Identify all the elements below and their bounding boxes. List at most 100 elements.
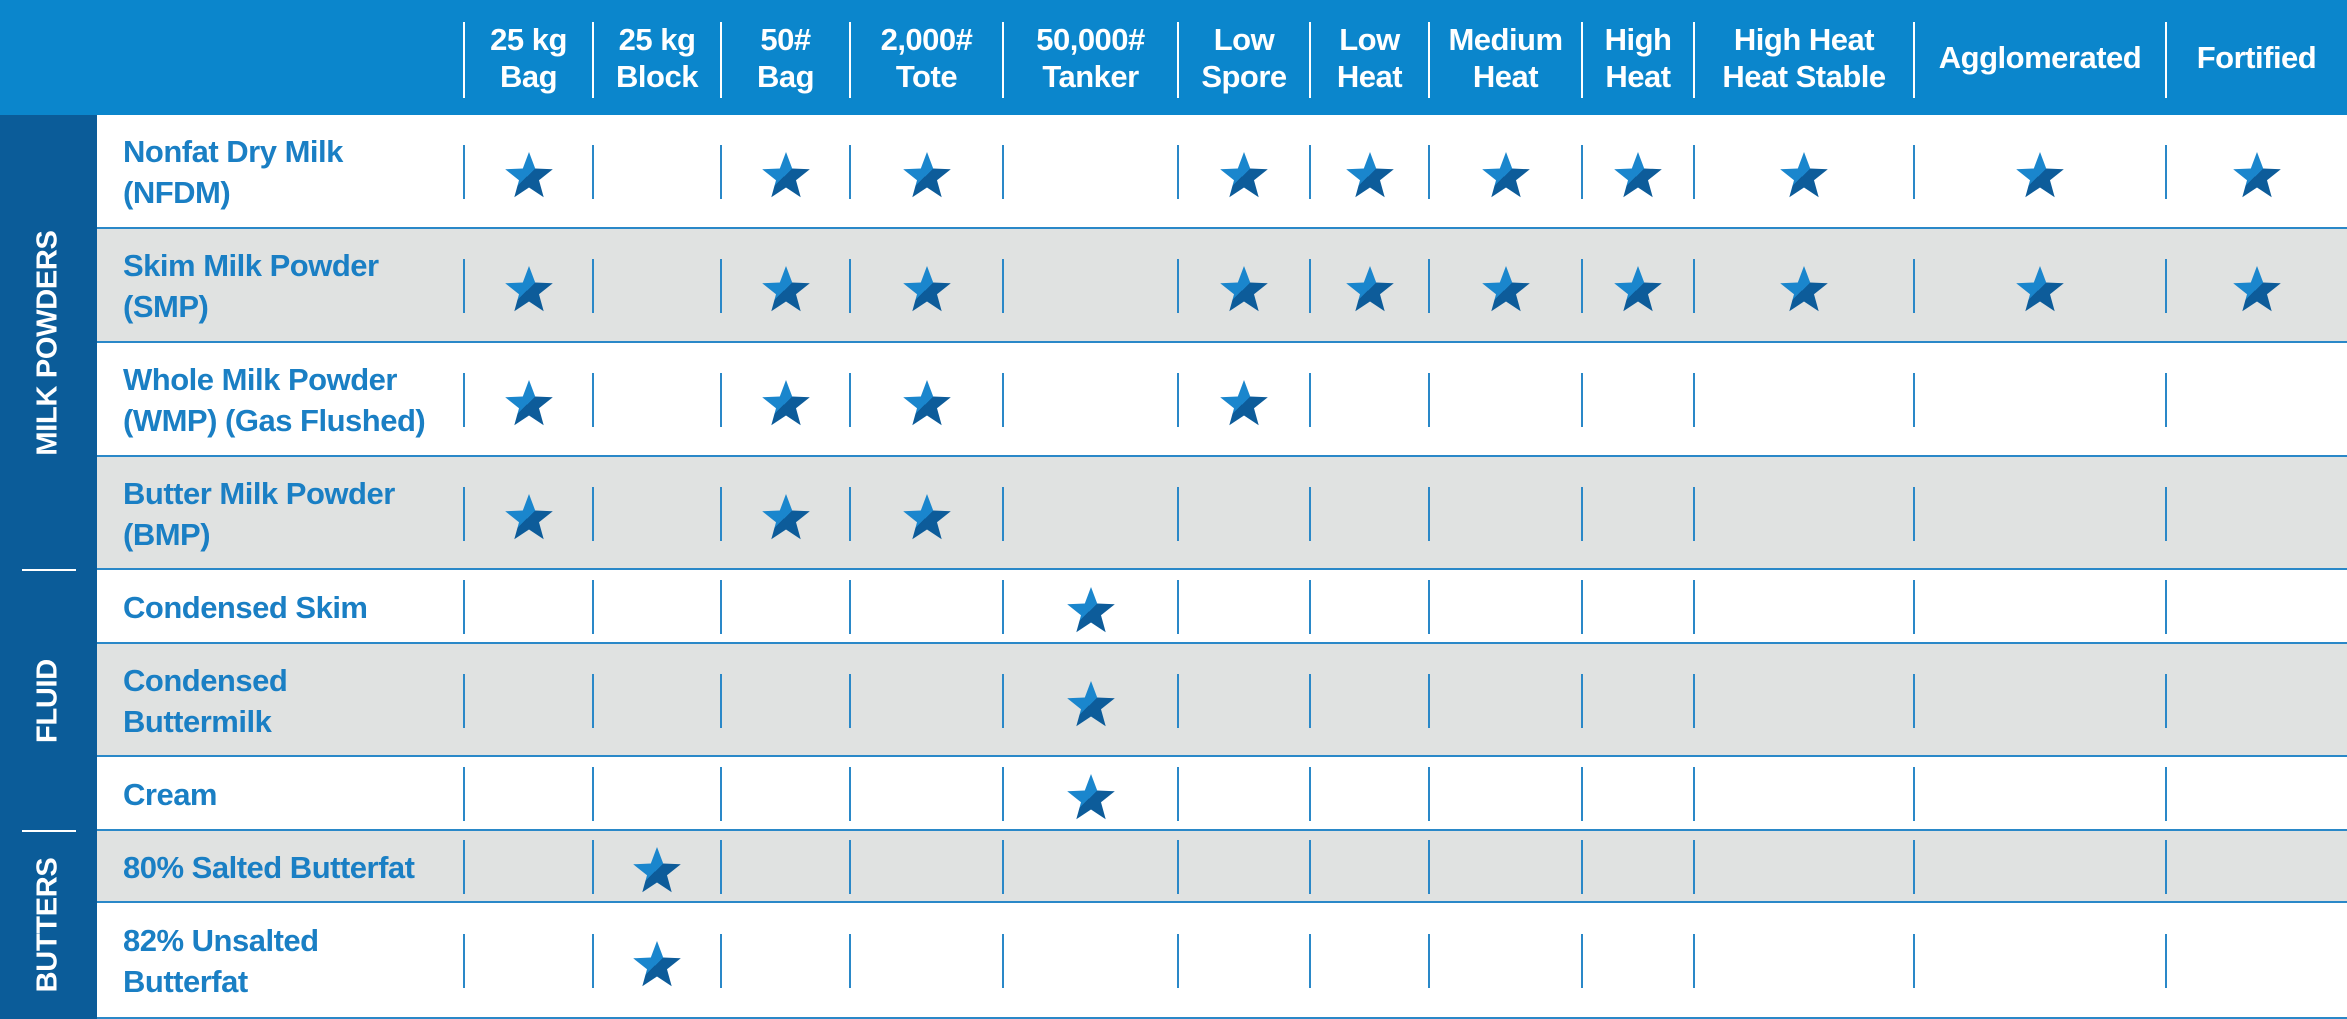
cell-divider — [2165, 486, 2167, 541]
cell-divider — [592, 580, 594, 634]
star — [1345, 266, 1394, 312]
cell-divider — [849, 840, 851, 894]
star — [1481, 152, 1530, 198]
cell-divider — [1428, 145, 1430, 199]
cell-divider — [463, 673, 465, 728]
cell-divider — [720, 373, 722, 427]
cell-divider — [1177, 934, 1179, 988]
cell-divider — [1428, 373, 1430, 427]
row-label-line: Condensed Skim — [123, 589, 368, 625]
cell-divider — [1428, 580, 1430, 634]
cell-divider — [1428, 934, 1430, 988]
row-label: Condensed Skim — [97, 570, 464, 644]
row-background — [97, 570, 2347, 644]
star — [1780, 266, 1828, 312]
cell-divider — [2165, 767, 2167, 821]
cell-divider — [849, 486, 851, 541]
group-label: BUTTERS — [31, 857, 64, 993]
cell-divider — [1581, 767, 1583, 821]
cell-divider — [463, 486, 465, 541]
header-divider — [2165, 22, 2167, 98]
cell-divider — [1002, 934, 1004, 988]
star — [761, 266, 810, 312]
row-label-line: 82% Unsalted — [123, 923, 319, 958]
column-header: Low Spore — [1178, 0, 1310, 115]
cell-divider — [720, 259, 722, 313]
row-label: Skim Milk Powder (SMP) — [97, 229, 464, 343]
cell-divider — [1693, 486, 1695, 541]
row-label-line: (SMP) — [123, 289, 209, 324]
header-divider — [1428, 22, 1430, 98]
column-header-line: Low — [1339, 21, 1400, 57]
star — [902, 493, 951, 539]
row-label: 80% Salted Butterfat — [97, 831, 464, 903]
cell-divider — [2165, 373, 2167, 427]
column-header-line: 25 kg — [618, 21, 696, 57]
row-label-line: 80% Salted Butterfat — [123, 849, 415, 885]
column-header: Low Heat — [1310, 0, 1429, 115]
column-header-line: Bag — [756, 58, 815, 94]
cell-divider — [1002, 145, 1004, 199]
cell-divider — [2165, 259, 2167, 313]
cell-divider — [1309, 673, 1311, 728]
header-divider — [1693, 22, 1695, 98]
star — [1780, 152, 1828, 198]
column-header: 2,000# Tote — [850, 0, 1003, 115]
star — [504, 380, 553, 426]
column-header-line: 50# — [760, 21, 811, 57]
cell-divider — [1428, 673, 1430, 728]
column-header: High Heat — [1582, 0, 1694, 115]
cell-divider — [1177, 673, 1179, 728]
header-divider — [720, 22, 722, 98]
cell-divider — [849, 934, 851, 988]
row-background — [97, 831, 2347, 903]
cell-divider — [592, 145, 594, 199]
star — [761, 493, 810, 539]
cell-divider — [1309, 486, 1311, 541]
star — [633, 847, 681, 893]
cell-divider — [1177, 840, 1179, 894]
cell-divider — [592, 673, 594, 728]
cell-divider — [1002, 259, 1004, 313]
cell-divider — [1581, 840, 1583, 894]
cell-divider — [1913, 934, 1915, 988]
star — [1614, 152, 1662, 198]
column-header-line: Fortified — [2196, 40, 2317, 75]
star — [1066, 774, 1115, 820]
cell-divider — [1309, 145, 1311, 199]
column-header-line: Heat — [1605, 58, 1671, 94]
row-background — [97, 343, 2347, 457]
row-label: 82% Unsalted Butterfat — [97, 903, 464, 1019]
cell-divider — [1177, 580, 1179, 634]
group-divider — [22, 830, 76, 832]
star — [1066, 587, 1115, 633]
column-header-line: 50,000# — [1036, 21, 1145, 57]
cell-divider — [1581, 259, 1583, 313]
column-header-line: Heat Stable — [1722, 58, 1886, 94]
column-header: Agglomerated — [1914, 0, 2166, 115]
cell-divider — [2165, 145, 2167, 199]
cell-divider — [1581, 934, 1583, 988]
cell-divider — [1581, 673, 1583, 728]
cell-divider — [2165, 673, 2167, 728]
cell-divider — [1002, 486, 1004, 541]
cell-divider — [592, 840, 594, 894]
cell-divider — [849, 145, 851, 199]
row-label: Cream — [97, 757, 464, 831]
cell-divider — [2165, 934, 2167, 988]
star — [2016, 152, 2064, 198]
header-bar — [0, 0, 2347, 115]
cell-divider — [1913, 840, 1915, 894]
column-header-line: Heat — [1336, 58, 1403, 94]
cell-divider — [1913, 145, 1915, 199]
cell-divider — [1693, 934, 1695, 988]
row-label-line: Butterfat — [123, 964, 248, 999]
star — [2232, 152, 2281, 198]
row-label-line: (NFDM) — [123, 175, 231, 210]
group-label: MILK POWDERS — [31, 229, 64, 456]
row-label-line: Skim Milk Powder — [123, 248, 379, 283]
star — [902, 152, 951, 198]
cell-divider — [1309, 580, 1311, 634]
group-band — [0, 115, 97, 570]
